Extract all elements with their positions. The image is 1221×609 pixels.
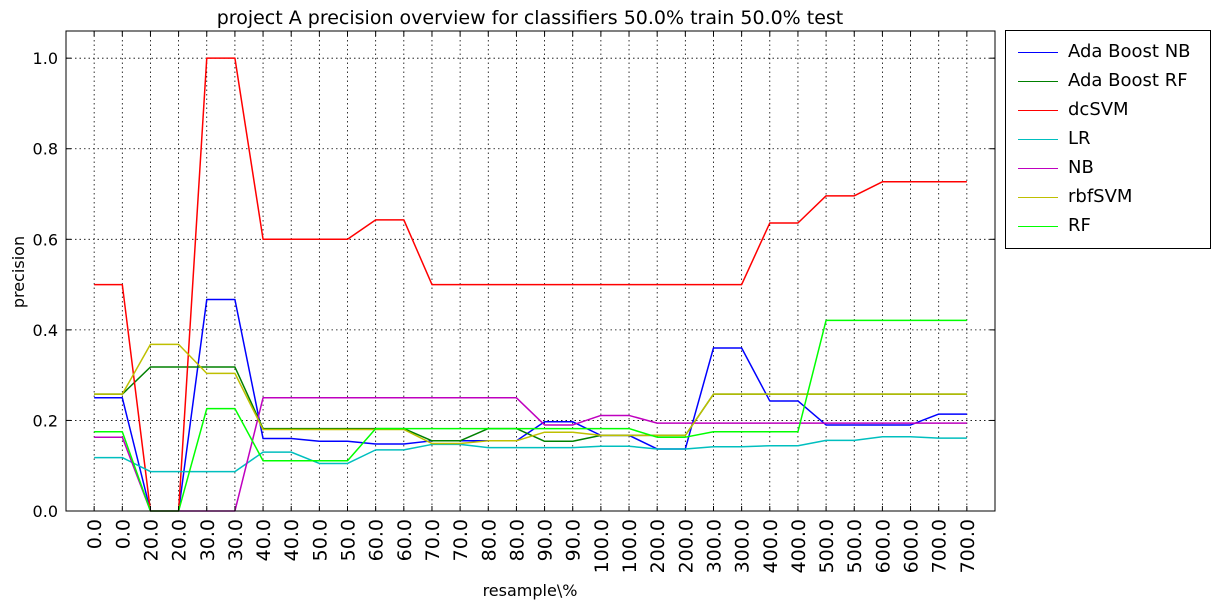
legend-label: dcSVM bbox=[1068, 99, 1129, 120]
x-tick-label: 30.0 bbox=[197, 519, 219, 561]
x-tick-label: 90.0 bbox=[563, 519, 585, 561]
x-tick-label: 60.0 bbox=[366, 519, 388, 561]
legend-label: NB bbox=[1068, 157, 1094, 178]
y-tick-label: 0.8 bbox=[33, 140, 58, 159]
legend-label: Ada Boost RF bbox=[1068, 70, 1188, 91]
series-line-dcsvm bbox=[94, 57, 967, 512]
y-axis-label: precision bbox=[9, 236, 28, 308]
y-tick-label: 0.0 bbox=[33, 502, 58, 521]
x-tick-label: 0.0 bbox=[84, 519, 106, 549]
legend-item: rbfSVM bbox=[1006, 186, 1210, 208]
x-tick-label: 600.0 bbox=[872, 519, 894, 573]
x-tick-label: 30.0 bbox=[225, 519, 247, 561]
legend-swatch bbox=[1018, 81, 1058, 82]
x-tick-label: 100.0 bbox=[619, 519, 641, 573]
ticks: 0.0 0.0 20.0 20.0 30.0 30.0 40.0 40.0 50.0 50.0 60… bbox=[33, 31, 995, 573]
x-tick-label: 80.0 bbox=[506, 519, 528, 561]
legend-label: LR bbox=[1068, 128, 1091, 149]
series-line-ada-boost-rf bbox=[94, 366, 967, 443]
x-tick-label: 100.0 bbox=[591, 519, 613, 573]
x-tick-label: 300.0 bbox=[703, 519, 725, 573]
legend-swatch bbox=[1018, 197, 1058, 198]
y-tick-label: 0.6 bbox=[33, 230, 58, 249]
series-line-rf bbox=[94, 319, 967, 512]
legend-swatch bbox=[1018, 226, 1058, 227]
legend-swatch bbox=[1018, 110, 1058, 111]
plot-frame bbox=[65, 30, 996, 512]
x-tick-label: 70.0 bbox=[450, 519, 472, 561]
x-tick-label: 50.0 bbox=[309, 519, 331, 561]
x-tick-label: 200.0 bbox=[675, 519, 697, 573]
legend-label: RF bbox=[1068, 215, 1091, 236]
x-tick-label: 20.0 bbox=[140, 519, 162, 561]
y-tick-label: 1.0 bbox=[33, 49, 58, 68]
x-tick-label: 40.0 bbox=[281, 519, 303, 561]
x-tick-label: 80.0 bbox=[478, 519, 500, 561]
x-tick-label: 70.0 bbox=[422, 519, 444, 561]
legend: Ada Boost NB Ada Boost RF dcSVM LR NB rbfSVM R… bbox=[1005, 30, 1211, 249]
legend-item: LR bbox=[1006, 128, 1210, 150]
x-tick-label: 20.0 bbox=[169, 519, 191, 561]
x-tick-label: 40.0 bbox=[253, 519, 275, 561]
legend-swatch bbox=[1018, 168, 1058, 169]
x-tick-label: 200.0 bbox=[647, 519, 669, 573]
legend-item: dcSVM bbox=[1006, 99, 1210, 121]
x-tick-label: 600.0 bbox=[901, 519, 923, 573]
legend-label: Ada Boost NB bbox=[1068, 41, 1191, 62]
y-tick-label: 0.4 bbox=[33, 321, 58, 340]
x-axis-label: resample\% bbox=[483, 581, 578, 600]
x-tick-label: 700.0 bbox=[929, 519, 951, 573]
x-tick-label: 400.0 bbox=[760, 519, 782, 573]
x-tick-label: 90.0 bbox=[535, 519, 557, 561]
grid bbox=[66, 31, 995, 511]
legend-swatch bbox=[1018, 52, 1058, 53]
series-line-lr bbox=[94, 435, 967, 473]
x-tick-label: 0.0 bbox=[112, 519, 134, 549]
x-tick-label: 400.0 bbox=[788, 519, 810, 573]
series-lines bbox=[94, 57, 967, 512]
legend-item: Ada Boost NB bbox=[1006, 41, 1210, 63]
legend-item: RF bbox=[1006, 215, 1210, 237]
chart-title: project A precision overview for classif… bbox=[217, 7, 844, 29]
x-tick-label: 60.0 bbox=[394, 519, 416, 561]
series-line-ada-boost-nb bbox=[94, 298, 967, 512]
x-tick-label: 300.0 bbox=[732, 519, 754, 573]
legend-label: rbfSVM bbox=[1068, 186, 1133, 207]
legend-item: Ada Boost RF bbox=[1006, 70, 1210, 92]
x-tick-label: 500.0 bbox=[844, 519, 866, 573]
x-tick-label: 500.0 bbox=[816, 519, 838, 573]
x-tick-label: 50.0 bbox=[338, 519, 360, 561]
legend-item: NB bbox=[1006, 157, 1210, 179]
series-line-rbfsvm bbox=[94, 343, 967, 445]
y-tick-label: 0.2 bbox=[33, 411, 58, 430]
legend-swatch bbox=[1018, 139, 1058, 140]
series-line-nb bbox=[94, 397, 967, 512]
x-tick-label: 700.0 bbox=[957, 519, 979, 573]
